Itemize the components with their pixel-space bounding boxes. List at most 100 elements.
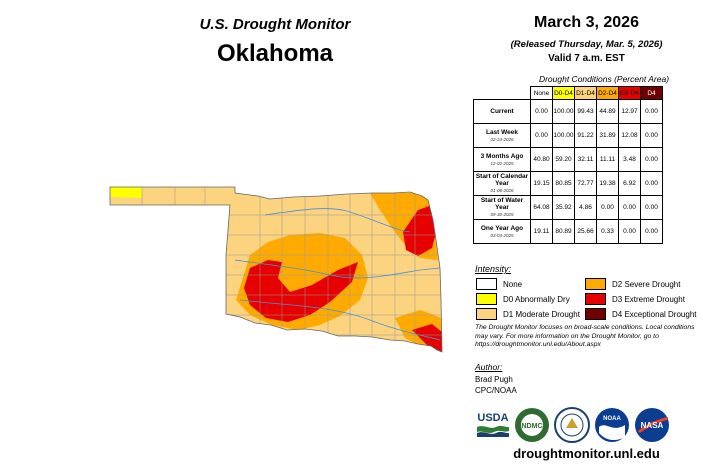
table-cell: 0.00 (640, 219, 663, 244)
col-header-none: None (530, 86, 553, 100)
usda-logo: USDA (477, 412, 509, 437)
row-date: 09-30-2025 (490, 212, 514, 217)
row-date: 01-06-2026 (490, 188, 514, 193)
table-cell: 0.00 (530, 123, 553, 148)
noaa-logo-text: NOAA (603, 416, 621, 422)
table-caption: Drought Conditions (Percent Area) (538, 74, 670, 84)
table-corner (474, 87, 531, 100)
row-label-text: Start of Calendar Year (475, 173, 529, 187)
legend-item-d2: D2 Severe Drought (585, 278, 680, 290)
table-cell: 40.80 (530, 147, 553, 172)
table-cell: 12.97 (618, 99, 641, 124)
disclaimer-note: The Drought Monitor focuses on broad-sca… (475, 324, 695, 348)
legend-swatch (476, 278, 497, 290)
legend-item-d1: D1 Moderate Drought (476, 308, 580, 320)
table-header-row: None D0-D4 D1-D4 D2-D4 D3-D4 D4 (474, 86, 663, 100)
website-link[interactable]: droughtmonitor.unl.edu (513, 446, 660, 461)
table-cell: 0.00 (640, 99, 663, 124)
table-cell: 11.11 (596, 147, 619, 172)
table-cell: 100.00 (552, 123, 575, 148)
table-cell: 44.89 (596, 99, 619, 124)
table-cell: 100.00 (552, 99, 575, 124)
legend-swatch (476, 308, 497, 320)
table-cell: 12.08 (618, 123, 641, 148)
col-header-d2: D2-D4 (596, 86, 619, 100)
col-header-d1: D1-D4 (574, 86, 597, 100)
nasa-logo: NASA (635, 408, 669, 442)
row-date: 03-04-2025 (490, 232, 514, 238)
table-cell: 0.00 (640, 195, 663, 220)
row-label: Start of Calendar Year 01-06-2026 (473, 171, 531, 196)
legend-item-d4: D4 Exceptional Drought (585, 308, 697, 320)
legend-swatch (585, 308, 606, 320)
table-cell: 72.77 (574, 171, 597, 196)
table-row: 3 Months Ago 12-02-2025 40.80 59.20 32.11 11.… (473, 147, 663, 172)
ndmc-logo-text: NDMC (522, 423, 543, 430)
legend-swatch (585, 293, 606, 305)
oklahoma-drought-map (109, 186, 443, 353)
usda-logo-text: USDA (477, 412, 508, 424)
row-label: Current (473, 99, 531, 124)
table-cell: 19.11 (530, 219, 553, 244)
table-cell: 6.92 (618, 171, 641, 196)
legend-item-d3: D3 Extreme Drought (585, 293, 685, 305)
table-cell: 0.00 (640, 171, 663, 196)
table-cell: 0.33 (596, 219, 619, 244)
col-header-d0: D0-D4 (552, 86, 575, 100)
map-subtitle: U.S. Drought Monitor (199, 16, 351, 33)
table-cell: 0.00 (530, 99, 553, 124)
table-cell: 25.66 (574, 219, 597, 244)
table-cell: 0.00 (596, 195, 619, 220)
table-cell: 19.38 (596, 171, 619, 196)
row-label: Last Week 02-24-2026 (473, 123, 531, 148)
row-label-text: 3 Months Ago (480, 152, 524, 160)
table-cell: 19.15 (530, 171, 553, 196)
legend-swatch (476, 293, 497, 305)
row-date: 02-24-2026 (490, 136, 514, 142)
table-row: Start of Calendar Year 01-06-2026 19.15 80.… (473, 171, 663, 196)
table-cell: 64.08 (530, 195, 553, 220)
nasa-logo-text: NASA (641, 421, 664, 430)
valid-time: Valid 7 a.m. EST (548, 53, 625, 64)
author-heading: Author: (475, 362, 503, 372)
table-cell: 32.11 (574, 147, 597, 172)
legend-item-none: None (476, 278, 522, 290)
table-cell: 0.00 (618, 219, 641, 244)
table-cell: 3.48 (618, 147, 641, 172)
col-header-d4: D4 (640, 86, 663, 100)
legend-swatch (585, 278, 606, 290)
release-date: (Released Thursday, Mar. 5, 2026) (510, 39, 663, 50)
table-row: Last Week 02-24-2026 0.00 100.00 91.22 31.89 1… (473, 123, 663, 148)
legend-item-d0: D0 Abnormally Dry (476, 293, 570, 305)
table-cell: 59.20 (552, 147, 575, 172)
map-title: Oklahoma (216, 40, 334, 67)
table-cell: 0.00 (640, 147, 663, 172)
usda-seal-logo (554, 407, 590, 443)
drought-conditions-table: None D0-D4 D1-D4 D2-D4 D3-D4 D4 Current 0… (473, 86, 663, 244)
row-label-text: Start of Water Year (480, 197, 524, 211)
author-org: CPC/NOAA (475, 386, 517, 395)
row-date: 12-02-2025 (490, 160, 514, 166)
row-label: Start of Water Year 09-30-2025 (473, 195, 531, 220)
table-cell: 80.85 (552, 171, 575, 196)
table-cell: 4.86 (574, 195, 597, 220)
row-label-text: Current (490, 108, 514, 115)
table-cell: 0.00 (618, 195, 641, 220)
row-label: 3 Months Ago 12-02-2025 (473, 147, 531, 172)
map-date: March 3, 2026 (534, 14, 639, 31)
row-label-text: One Year Ago (480, 224, 524, 232)
table-cell: 0.00 (640, 123, 663, 148)
table-cell: 31.89 (596, 123, 619, 148)
author-name: Brad Pugh (475, 375, 513, 384)
table-cell: 80.89 (552, 219, 575, 244)
table-cell: 99.43 (574, 99, 597, 124)
table-row: Start of Water Year 09-30-2025 64.08 35.92 4… (473, 195, 663, 220)
table-row: Current 0.00 100.00 99.43 44.89 12.97 0.00 (473, 99, 663, 124)
col-header-d3: D3-D4 (618, 86, 641, 100)
noaa-logo: NOAA (595, 408, 629, 442)
row-label: One Year Ago 03-04-2025 (473, 219, 531, 244)
legend-title: Intensity: (475, 264, 512, 274)
table-cell: 35.92 (552, 195, 575, 220)
table-cell: 91.22 (574, 123, 597, 148)
table-row: One Year Ago 03-04-2025 19.11 80.89 25.66 0.3… (473, 219, 663, 244)
